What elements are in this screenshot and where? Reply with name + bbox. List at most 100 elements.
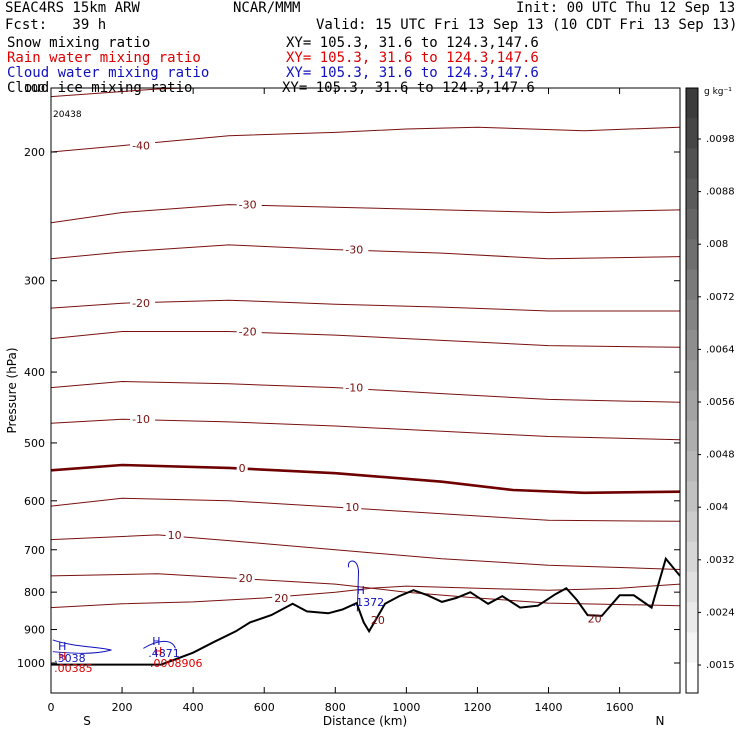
isotherm-label-6: -20 — [132, 297, 150, 310]
y-tick-label-1000: 1000 — [17, 657, 45, 670]
isotherm-0 — [51, 0, 680, 23]
isotherm-label-3: -40 — [132, 140, 150, 153]
colorbar-label-8: .0032 — [706, 555, 735, 566]
colorbar-segment-11 — [686, 420, 698, 452]
plot-frame — [50, 87, 681, 694]
isotherm-label-12: 10 — [168, 529, 182, 542]
y-axis-label: Pressure (hPa) — [5, 347, 19, 433]
y-tick-label-900: 900 — [24, 624, 45, 637]
isotherm-label-1: -60 — [274, 42, 292, 55]
x-axis-label: Distance (km) — [323, 714, 407, 728]
y-tick-label-500: 500 — [24, 437, 45, 450]
field-name-cloud: Cloud water mixing ratio — [7, 65, 210, 81]
field-xy-rain: XY= 105.3, 31.6 to 124.3,147.6 — [286, 50, 539, 66]
field-name-rain: Rain water mixing ratio — [7, 50, 201, 66]
colorbar-label-0: .0098 — [706, 134, 735, 145]
colorbar-segment-16 — [686, 572, 698, 603]
colorbar-label-9: .0024 — [706, 607, 735, 618]
cloud-contours — [52, 560, 359, 654]
max-marker-0: H — [357, 584, 365, 597]
y-tick-label-800: 800 — [24, 586, 45, 599]
contour-label-6: 20 — [588, 612, 602, 625]
isotherm-7 — [51, 331, 680, 348]
colorbar-label-2: .008 — [706, 239, 728, 250]
isotherm-label-bg-13 — [236, 571, 255, 584]
max-value-4: .0008906 — [150, 657, 203, 670]
isotherm-label-bg-5 — [343, 243, 369, 256]
field-xy-snow: XY= 105.3, 31.6 to 124.3,147.6 — [286, 35, 539, 51]
max-marker-3: H — [58, 650, 66, 663]
colorbar-segment-12 — [686, 451, 698, 482]
model-title: SEAC4RS 15km ARW — [5, 0, 140, 16]
isotherm-label-14: 20 — [274, 592, 288, 605]
colorbar — [685, 87, 701, 694]
y-tick-label-top: 100 — [24, 82, 45, 95]
isotherm-label-bg-6 — [130, 297, 156, 310]
colorbar-segment-8 — [686, 330, 698, 361]
x-tick-label-1200: 1200 — [463, 701, 491, 714]
colorbar-label-3: .0072 — [706, 292, 735, 303]
max-marker-1: H — [58, 640, 66, 653]
colorbar-label-6: .0048 — [706, 450, 735, 461]
colorbar-segment-14 — [686, 511, 698, 543]
isotherm-label-bg-10 — [236, 461, 248, 474]
colorbar-label-4: .0064 — [706, 344, 735, 355]
isotherm-label-10: 0 — [239, 462, 246, 475]
isotherm-14 — [51, 583, 680, 609]
colorbar-segment-15 — [686, 541, 698, 573]
isotherm-label-bg-4 — [236, 198, 262, 211]
isotherm-label-11: 10 — [345, 501, 359, 514]
max-marker-2: H — [152, 635, 160, 648]
x-tick-label-800: 800 — [325, 701, 346, 714]
colorbar-segment-9 — [686, 360, 698, 391]
max-value-2: .4871 — [148, 647, 180, 660]
colorbar-segment-5 — [686, 239, 698, 270]
max-marker-4: H — [154, 645, 162, 658]
isotherm-label-bg-1 — [272, 42, 297, 54]
max-value-3: .00385 — [54, 662, 93, 675]
isotherm-1 — [51, 34, 680, 61]
colorbar-segment-18 — [686, 632, 698, 664]
colorbar-segment-13 — [686, 481, 698, 512]
field-xy-cloud: XY= 105.3, 31.6 to 124.3,147.6 — [286, 65, 539, 81]
temperature-contours: -70 -60 -50 -40 -30 -30 -20 -20 -10 -10 0 10 10 20 20 — [51, 0, 680, 609]
isotherm-10 — [51, 463, 680, 495]
max-value-1: .3038 — [54, 652, 86, 665]
x-end-label-left: S — [83, 714, 91, 728]
org-label: NCAR/MMM — [233, 0, 301, 16]
colorbar-segment-19 — [686, 662, 698, 694]
isotherm-8 — [51, 380, 680, 403]
forecast-hour: Fcst: 39 h — [5, 17, 107, 33]
cloud-contour-2 — [52, 639, 112, 654]
colorbar-unit: g kg⁻¹ — [704, 87, 732, 97]
isotherm-label-bg-14 — [272, 592, 291, 605]
isotherm-label-bg-11 — [343, 501, 362, 514]
isotherm-label-bg-9 — [130, 413, 156, 426]
field-name-snow: Snow mixing ratio — [7, 35, 151, 51]
x-tick-label-400: 400 — [183, 701, 204, 714]
x-tick-label-1000: 1000 — [392, 701, 420, 714]
isotherm-label-bg-12 — [165, 528, 184, 541]
contour-label-5: 20 — [371, 614, 385, 627]
isotherm-label-4: -30 — [239, 199, 257, 212]
corner-label: 20438 — [53, 110, 82, 120]
colorbar-segment-4 — [686, 209, 698, 240]
isotherm-9 — [51, 418, 680, 441]
colorbar-label-5: .0056 — [706, 397, 735, 408]
isotherm-label-13: 20 — [239, 572, 253, 585]
colorbar-segment-6 — [686, 269, 698, 301]
isotherm-11 — [51, 497, 680, 522]
cloud-contour-1 — [347, 560, 359, 612]
y-tick-label-200: 200 — [24, 146, 45, 159]
isotherm-label-8: -10 — [345, 382, 363, 395]
isotherm-label-bg-8 — [343, 381, 369, 394]
valid-time: Valid: 15 UTC Fri 13 Sep 13 (10 CDT Fri … — [316, 17, 738, 33]
colorbar-label-10: .0015 — [706, 660, 735, 671]
x-tick-label-600: 600 — [254, 701, 275, 714]
cloud-contour-3 — [143, 640, 176, 649]
isotherm-label-0: -70 — [132, 4, 150, 17]
colorbar-segment-7 — [686, 299, 698, 331]
isotherm-label-9: -10 — [132, 413, 150, 426]
